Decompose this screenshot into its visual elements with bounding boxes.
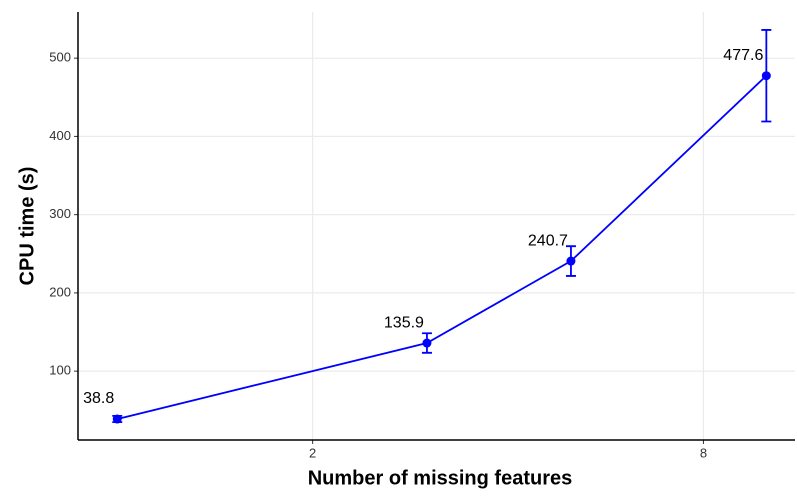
data-label: 135.9	[384, 314, 424, 331]
data-label: 38.8	[83, 390, 114, 407]
x-tick-label: 2	[309, 445, 316, 460]
line	[117, 75, 767, 420]
y-tick-label: 500	[49, 50, 71, 65]
y-tick-label: 400	[49, 128, 71, 143]
y-tick-label: 300	[49, 206, 71, 221]
x-tick-label: 8	[700, 445, 707, 460]
data-label: 477.6	[723, 47, 763, 64]
y-tick-label: 200	[49, 284, 71, 299]
y-tick-label: 100	[49, 363, 71, 378]
point	[422, 338, 432, 348]
x-axis-label: Number of missing features	[308, 467, 573, 489]
point	[761, 71, 771, 81]
point	[112, 414, 122, 424]
y-axis-label: CPU time (s)	[16, 167, 38, 286]
point	[566, 256, 576, 266]
data-label: 240.7	[528, 232, 568, 249]
